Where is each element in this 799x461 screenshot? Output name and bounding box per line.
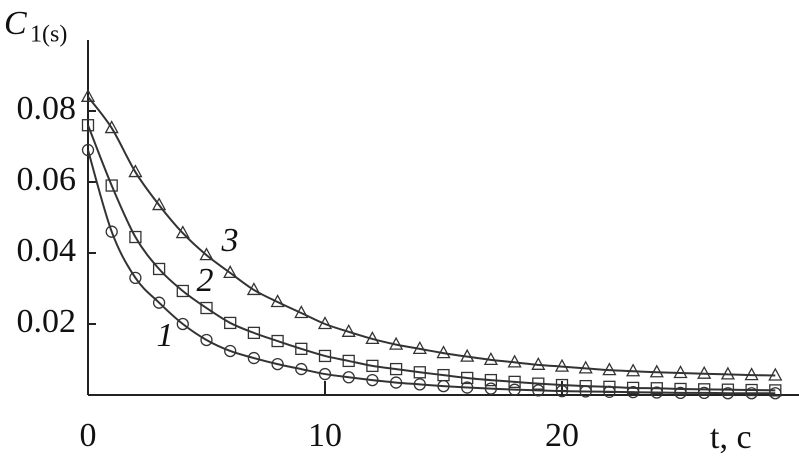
marker xyxy=(366,359,379,373)
marker xyxy=(484,382,498,395)
marker xyxy=(413,378,426,391)
marker xyxy=(176,284,189,298)
marker xyxy=(317,316,333,330)
marker xyxy=(437,368,450,382)
marker xyxy=(341,323,356,337)
marker xyxy=(602,362,617,376)
x-axis-label: t, c xyxy=(710,419,752,456)
marker xyxy=(224,316,237,330)
marker xyxy=(295,362,308,376)
marker xyxy=(152,262,166,276)
marker xyxy=(483,351,498,366)
marker xyxy=(554,358,570,372)
marker xyxy=(128,164,143,178)
marker xyxy=(720,366,735,380)
y-tick-label: 0.08 xyxy=(17,90,77,127)
marker xyxy=(484,373,498,387)
marker xyxy=(578,360,593,374)
marker xyxy=(176,317,189,331)
marker xyxy=(223,265,238,279)
marker xyxy=(295,342,308,356)
marker xyxy=(247,351,261,365)
y-tick-label: 0.04 xyxy=(17,232,77,269)
marker xyxy=(224,344,237,358)
marker xyxy=(105,225,118,238)
marker xyxy=(200,333,213,347)
marker xyxy=(697,365,712,379)
marker xyxy=(129,271,142,285)
marker xyxy=(768,367,783,381)
marker xyxy=(769,384,782,397)
marker xyxy=(721,383,735,396)
marker xyxy=(318,367,332,381)
marker xyxy=(673,365,688,379)
marker xyxy=(603,380,616,393)
marker xyxy=(247,326,261,340)
y-tick-label: 0.06 xyxy=(17,161,77,198)
series-line xyxy=(87,96,776,377)
marker xyxy=(200,301,213,315)
marker xyxy=(744,367,759,381)
marker xyxy=(436,345,451,359)
y-axis-subscript: 1(s) xyxy=(30,22,67,48)
marker xyxy=(626,363,641,377)
marker xyxy=(342,354,355,368)
marker xyxy=(80,88,96,102)
marker xyxy=(508,375,521,389)
marker xyxy=(531,356,546,370)
x-tick-label: 10 xyxy=(308,417,342,454)
marker xyxy=(532,377,545,390)
marker xyxy=(745,383,758,397)
marker xyxy=(294,305,309,319)
marker xyxy=(650,382,663,395)
marker xyxy=(532,384,545,397)
marker xyxy=(152,197,167,211)
marker xyxy=(508,383,521,396)
marker xyxy=(365,331,380,345)
series-label: 2 xyxy=(197,262,214,299)
marker xyxy=(460,348,475,362)
series-line xyxy=(87,124,776,392)
marker xyxy=(152,296,166,309)
marker xyxy=(389,376,403,389)
x-tick-label: 0 xyxy=(80,417,97,454)
marker xyxy=(81,119,95,132)
marker xyxy=(271,357,284,371)
marker xyxy=(318,349,332,363)
marker xyxy=(626,381,640,395)
marker xyxy=(246,282,261,296)
marker xyxy=(461,381,474,394)
marker xyxy=(698,383,711,396)
marker xyxy=(81,143,95,157)
y-axis-symbol: C xyxy=(4,5,27,42)
series-label: 3 xyxy=(221,222,239,259)
marker xyxy=(389,336,404,350)
x-tick-label: 20 xyxy=(545,417,579,454)
marker xyxy=(199,247,214,261)
series-label: 1 xyxy=(157,317,174,354)
marker xyxy=(413,366,426,379)
marker xyxy=(129,230,142,244)
marker xyxy=(507,354,522,368)
marker xyxy=(461,371,474,385)
series-line xyxy=(87,149,776,395)
marker xyxy=(105,179,118,192)
marker xyxy=(175,225,190,239)
marker xyxy=(270,294,285,308)
marker xyxy=(412,340,427,354)
marker xyxy=(579,379,592,393)
y-tick-label: 0.02 xyxy=(17,303,77,340)
marker xyxy=(104,120,119,134)
marker xyxy=(674,382,687,396)
marker xyxy=(649,364,664,378)
marker xyxy=(555,378,569,392)
marker xyxy=(342,371,355,384)
marker xyxy=(389,362,403,376)
marker xyxy=(366,373,379,387)
marker xyxy=(271,334,284,348)
